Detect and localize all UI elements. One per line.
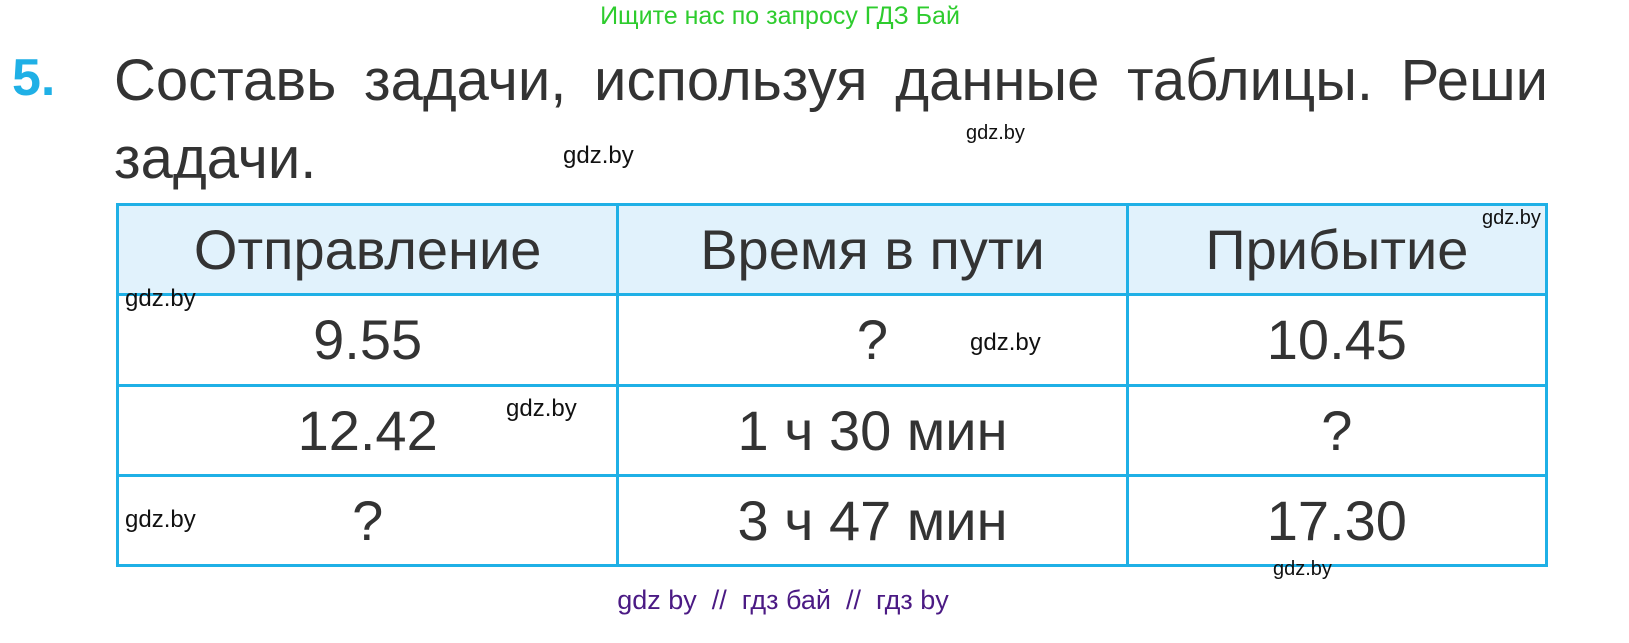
watermark: gdz.by	[506, 395, 577, 422]
task-number: 5.	[12, 49, 56, 107]
table-cell: 9.55	[115, 293, 620, 387]
footer-watermark: gdz by // гдз бай // гдз by	[617, 585, 949, 615]
table-header-row: Отправление Время в пути Прибытие	[115, 202, 1549, 297]
top-watermark: Ищите нас по запросу ГДЗ Бай	[600, 2, 960, 30]
watermark: gdz.by	[563, 142, 634, 169]
table-row: 12.42 1 ч 30 мин ?	[115, 383, 1549, 477]
header-cell: Прибытие	[1125, 202, 1549, 297]
data-table: Отправление Время в пути Прибытие 9.55 ?…	[115, 202, 1549, 568]
table-cell: ?	[1125, 383, 1549, 477]
task-text: Составь задачи, используя данные таблицы…	[114, 48, 1548, 191]
table-row: 9.55 ? 10.45	[115, 293, 1549, 387]
watermark: gdz.by	[1482, 207, 1541, 229]
watermark: gdz.by	[1273, 558, 1332, 580]
table-cell: 3 ч 47 мин	[616, 473, 1129, 568]
table-cell: ?	[616, 293, 1129, 387]
table-cell: 10.45	[1125, 293, 1549, 387]
header-cell: Время в пути	[616, 202, 1129, 297]
watermark: gdz.by	[125, 506, 196, 533]
header-cell: Отправление	[115, 202, 620, 297]
watermark: gdz.by	[966, 122, 1025, 144]
table-cell: ?	[115, 473, 620, 568]
watermark: gdz.by	[125, 285, 196, 312]
table-cell: 1 ч 30 мин	[616, 383, 1129, 477]
table-row: ? 3 ч 47 мин 17.30	[115, 473, 1549, 568]
watermark: gdz.by	[970, 329, 1041, 356]
table-cell: 17.30	[1125, 473, 1549, 568]
table-cell: 12.42	[115, 383, 620, 477]
